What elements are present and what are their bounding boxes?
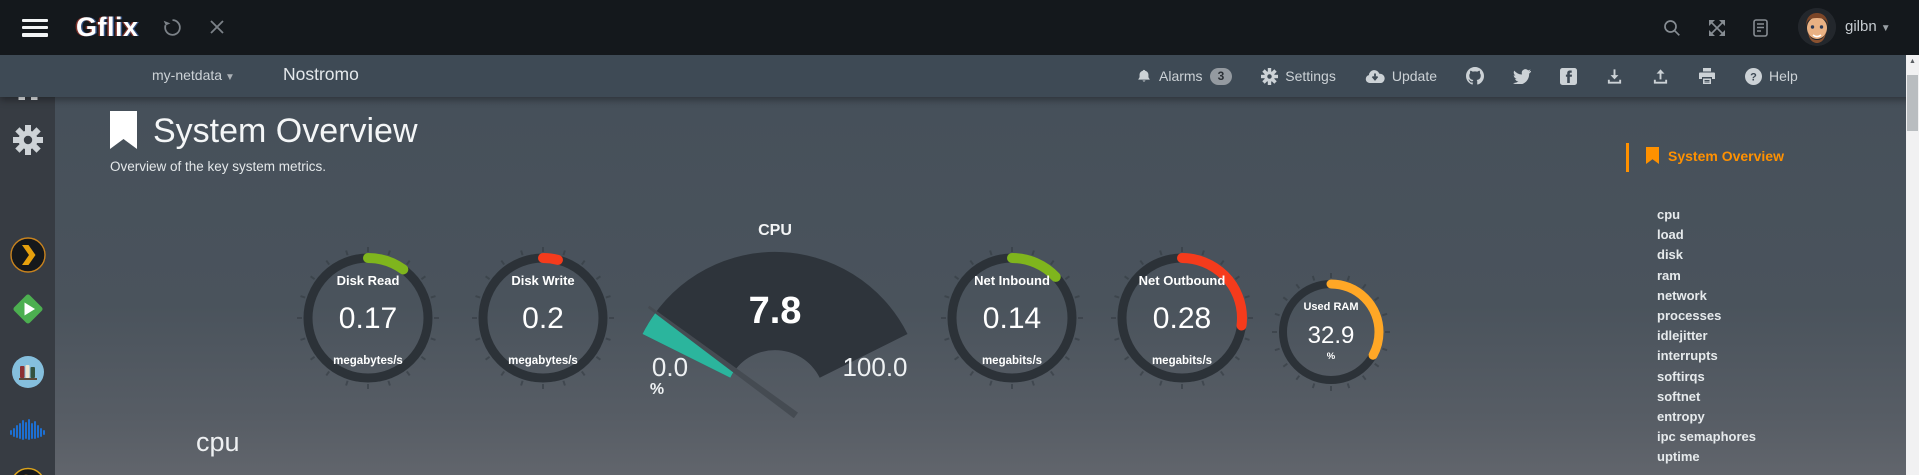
top-bar: Gflix gilbn ▼: [0, 0, 1919, 55]
alarms-button[interactable]: Alarms 3: [1136, 67, 1233, 85]
menu-item[interactable]: disk: [1657, 247, 1684, 263]
hamburger-menu-icon[interactable]: [22, 19, 48, 37]
menu-item-system-overview[interactable]: System Overview: [1646, 147, 1784, 164]
bell-icon: [1138, 69, 1150, 82]
plex-app-icon[interactable]: [0, 237, 55, 273]
user-avatar[interactable]: [1798, 8, 1836, 46]
user-menu[interactable]: gilbn ▼: [1845, 18, 1891, 35]
scrollbar-thumb[interactable]: [1907, 75, 1918, 131]
section-heading-cpu: cpu: [196, 427, 240, 457]
import-button[interactable]: [1606, 68, 1623, 85]
scrollbar[interactable]: ▲: [1906, 55, 1919, 475]
settings-button[interactable]: Settings: [1261, 67, 1336, 85]
menu-item[interactable]: entropy: [1657, 409, 1705, 425]
menu-item-list: cpu load disk ram network processes idlejitter…: [1657, 205, 1756, 468]
main-content: System Overview Overview of the key syst…: [55, 97, 1906, 475]
gauge-used-ram[interactable]: Used RAM 32.9 %: [1266, 267, 1396, 397]
menu-item[interactable]: load: [1657, 227, 1684, 243]
scroll-up-arrow[interactable]: ▲: [1909, 58, 1916, 65]
svg-text:?: ?: [1750, 71, 1757, 83]
gauge-disk-read[interactable]: Disk Read 0.17 megabytes/s: [293, 243, 443, 393]
download-icon: [1607, 68, 1622, 84]
page-title: System Overview: [110, 111, 418, 151]
print-button[interactable]: [1698, 67, 1716, 85]
menu-item[interactable]: network: [1657, 287, 1707, 303]
menu-item[interactable]: softnet: [1657, 388, 1701, 404]
search-icon[interactable]: [1662, 18, 1682, 43]
gauge-net-inbound[interactable]: Net Inbound 0.14 megabits/s: [937, 243, 1087, 393]
app-sidebar: [0, 55, 55, 475]
question-circle-icon: ?: [1745, 67, 1762, 85]
menu-item[interactable]: ipc semaphores: [1657, 429, 1756, 445]
active-indicator-bar: [1626, 143, 1629, 172]
my-netdata-dropdown[interactable]: my-netdata ▼: [152, 67, 235, 83]
dashboard-navbar: my-netdata ▼ Nostromo Alarms 3 Settings: [0, 55, 1919, 97]
gear-icon: [1261, 67, 1279, 85]
news-icon[interactable]: [1751, 18, 1770, 43]
menu-item[interactable]: uptime: [1657, 449, 1700, 465]
menu-item[interactable]: idlejitter: [1657, 328, 1708, 344]
gauge-net-outbound[interactable]: Net Outbound 0.28 megabits/s: [1107, 243, 1257, 393]
caret-down-icon: ▼: [225, 72, 235, 83]
twitter-link[interactable]: [1513, 68, 1531, 84]
menu-item[interactable]: interrupts: [1657, 348, 1718, 364]
settings-gear-icon[interactable]: [0, 125, 55, 155]
hostname: Nostromo: [283, 64, 359, 84]
caret-down-icon: ▼: [1880, 23, 1891, 34]
export-button[interactable]: [1652, 68, 1669, 85]
menu-item[interactable]: processes: [1657, 308, 1722, 324]
update-button[interactable]: Update: [1365, 68, 1437, 84]
alarms-count-badge: 3: [1209, 67, 1233, 85]
upload-icon: [1653, 68, 1668, 84]
close-icon[interactable]: [208, 18, 226, 36]
emby-app-icon[interactable]: [0, 292, 55, 326]
gauge-cpu[interactable]: CPU 7.8 0.0 100.0 %: [615, 218, 935, 419]
refresh-icon[interactable]: [162, 17, 183, 38]
indexer-search-app-icon[interactable]: [0, 467, 55, 475]
soundwave-app-icon[interactable]: [0, 417, 55, 441]
app-logo[interactable]: Gflix: [76, 12, 139, 42]
facebook-icon: [1560, 67, 1577, 85]
menu-item[interactable]: softirqs: [1657, 368, 1705, 384]
menu-item[interactable]: ram: [1657, 267, 1681, 283]
printer-icon: [1699, 67, 1715, 84]
fullscreen-icon[interactable]: [1707, 18, 1727, 43]
gauge-disk-write[interactable]: Disk Write 0.2 megabytes/s: [468, 243, 618, 393]
bookmark-icon: [1646, 147, 1659, 164]
github-icon: [1466, 67, 1484, 85]
github-link[interactable]: [1466, 67, 1484, 85]
page-subtitle: Overview of the key system metrics.: [110, 159, 327, 174]
twitter-icon: [1513, 68, 1531, 84]
bookmark-icon: [110, 111, 137, 149]
library-app-icon[interactable]: [0, 356, 55, 388]
menu-item[interactable]: cpu: [1657, 207, 1681, 222]
help-button[interactable]: ? Help: [1745, 67, 1798, 85]
cloud-download-icon: [1365, 69, 1385, 83]
facebook-link[interactable]: [1560, 67, 1577, 85]
